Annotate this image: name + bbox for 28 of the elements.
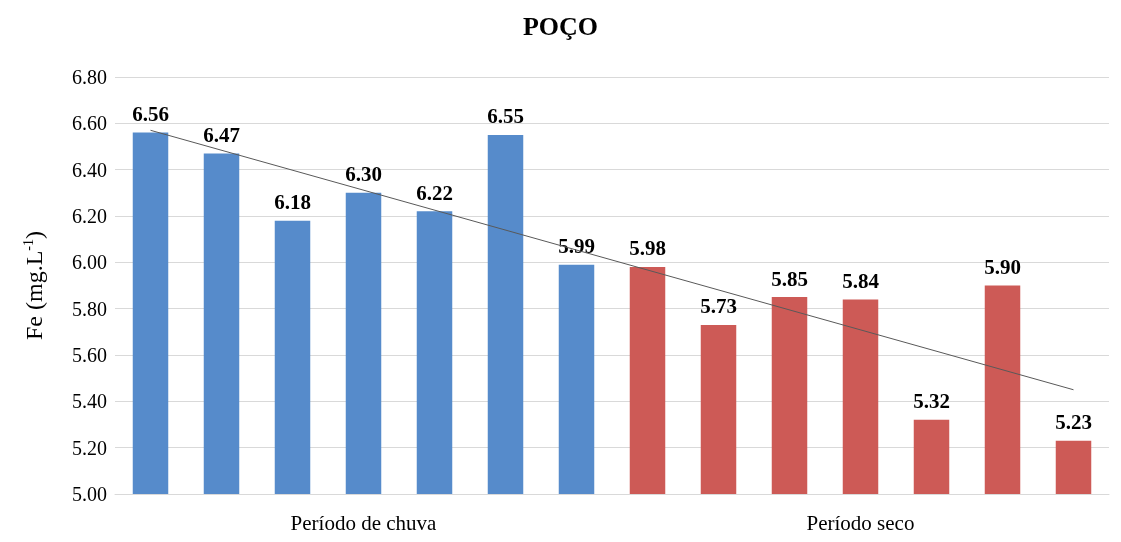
chart-title: POÇO <box>522 11 599 41</box>
y-tick-label: 6.40 <box>72 158 107 181</box>
data-label: 5.23 <box>1055 410 1092 435</box>
data-label: 5.90 <box>984 255 1021 279</box>
y-tick-label: 5.80 <box>72 297 107 320</box>
data-label: 5.84 <box>842 268 880 293</box>
text: Período seco <box>806 510 915 535</box>
data-label: 6.30 <box>345 162 382 187</box>
y-tick-label: 6.80 <box>72 66 107 88</box>
y-tick-label: 5.00 <box>72 483 107 505</box>
data-label: 5.99 <box>558 234 595 259</box>
data-label: 6.22 <box>416 180 453 205</box>
data-label: 5.85 <box>771 266 808 291</box>
data-label: 5.98 <box>629 236 666 261</box>
data-label: 6.56 <box>132 102 169 127</box>
y-tick-label: 5.40 <box>72 390 107 413</box>
data-label: 6.55 <box>487 104 524 129</box>
y-tick-label: 6.20 <box>72 205 107 227</box>
text: Período de chuva <box>290 510 438 535</box>
y-tick-label: 5.20 <box>72 436 107 459</box>
data-label: 5.73 <box>700 294 737 319</box>
y-tick-label: 6.00 <box>72 251 107 274</box>
y-tick-label: 5.60 <box>72 344 107 366</box>
y-tick-label: 6.60 <box>72 112 107 135</box>
data-label: 6.47 <box>203 122 240 147</box>
data-label: 6.18 <box>274 190 311 215</box>
data-label: 5.32 <box>913 389 950 414</box>
y-axis-title: Fe (mg.L-1) <box>20 231 47 340</box>
